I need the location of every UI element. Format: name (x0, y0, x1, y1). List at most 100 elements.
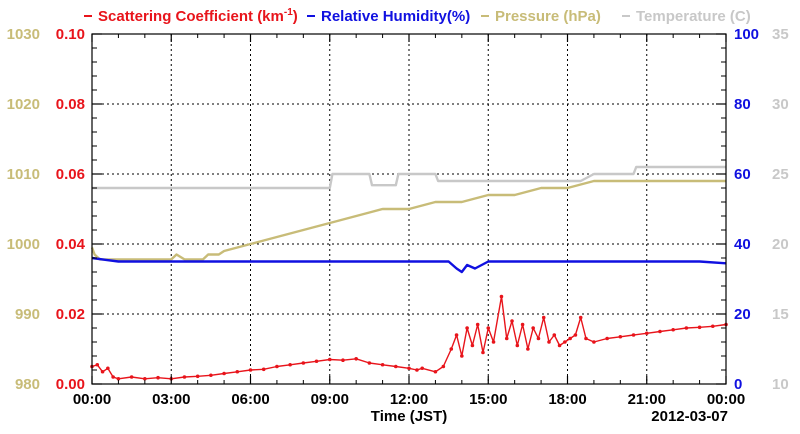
scattering-point (618, 334, 623, 339)
temperature-tick-label: 30 (772, 96, 789, 113)
scattering-tick-label: 0.00 (56, 376, 85, 393)
scattering-point (301, 361, 306, 365)
scattering-point (605, 336, 609, 341)
humidity-tick-label: 60 (734, 166, 751, 183)
scattering-point (129, 375, 134, 379)
scattering-point (584, 336, 588, 341)
scattering-point (454, 333, 459, 337)
humidity-tick-label: 40 (734, 236, 751, 253)
scattering-point (380, 362, 385, 367)
legend-label: Pressure (hPa) (495, 8, 601, 25)
scattering-point (526, 347, 530, 351)
x-tick-label: 15:00 (469, 391, 507, 408)
scattering-point (504, 336, 509, 341)
pressure-tick-label: 980 (15, 376, 40, 393)
scattering-point (261, 367, 266, 372)
legend-label-tail: ) (293, 8, 298, 25)
scattering-point (116, 376, 121, 381)
scattering-point (470, 343, 475, 348)
x-tick-label: 09:00 (311, 391, 349, 408)
scattering-point (248, 368, 253, 372)
scattering-point (367, 361, 372, 365)
scattering-point (491, 340, 496, 344)
scattering-point (710, 324, 715, 329)
temperature-tick-label: 15 (772, 306, 789, 323)
scattering-point (658, 329, 662, 334)
x-axis-label: Time (JST) (371, 408, 447, 425)
legend-label-superscript: -1 (284, 7, 293, 18)
scattering-point (644, 331, 649, 336)
scattering-point (393, 364, 398, 369)
pressure-tick-label: 990 (15, 306, 40, 323)
scattering-tick-label: 0.10 (56, 26, 85, 43)
scattering-point (449, 347, 454, 351)
temperature-tick-label: 20 (772, 236, 789, 253)
scattering-point (481, 350, 485, 355)
scattering-point (557, 343, 562, 348)
legend-label: Relative Humidity(%) (321, 8, 470, 25)
scattering-point (520, 322, 525, 327)
humidity-tick-label: 0 (734, 376, 742, 393)
scattering-point (475, 322, 480, 327)
scattering-point (341, 358, 345, 363)
scattering-point (552, 333, 557, 337)
x-tick-label: 00:00 (707, 391, 745, 408)
scattering-point (486, 326, 491, 330)
scattering-point (568, 336, 572, 341)
x-tick-label: 00:00 (73, 391, 111, 408)
x-tick-label: 18:00 (548, 391, 586, 408)
x-tick-label: 03:00 (152, 391, 190, 408)
temperature-tick-label: 35 (772, 26, 789, 43)
humidity-tick-label: 100 (734, 26, 759, 43)
scattering-point (531, 326, 535, 330)
axes: 00:00 03:00 06:00 09:00 12:00 15:00 18:00 21:00… (7, 26, 789, 408)
scattering-point (684, 326, 689, 330)
series-layer (90, 165, 728, 381)
scattering-point (536, 336, 541, 341)
scattering-point (547, 340, 551, 344)
humidity-tick-label: 80 (734, 96, 751, 113)
scattering-point (631, 333, 636, 337)
scattering-point (222, 371, 226, 376)
scattering-point (275, 364, 279, 369)
grid (92, 34, 726, 384)
scattering-point (288, 362, 292, 367)
series-line-temperature (92, 165, 726, 190)
scattering-point (95, 362, 100, 367)
series-line-humidity (91, 256, 727, 274)
scattering-point (592, 340, 596, 344)
temperature-tick-label: 10 (772, 376, 789, 393)
scattering-point (465, 326, 469, 330)
humidity-tick-label: 20 (734, 306, 751, 323)
x-tick-label: 06:00 (231, 391, 269, 408)
scattering-point (441, 364, 446, 369)
x-tick-label: 12:00 (390, 391, 428, 408)
scattering-point (195, 374, 200, 379)
scattering-point (578, 315, 583, 320)
scattering-point (354, 357, 358, 361)
scattering-point (156, 375, 160, 380)
scattering-point (420, 366, 425, 371)
pressure-tick-label: 1000 (7, 236, 40, 253)
scattering-point (235, 369, 240, 374)
scattering-tick-label: 0.04 (56, 236, 86, 253)
scattering-point (697, 325, 702, 330)
scattering-point (433, 369, 438, 374)
scattering-point (407, 366, 411, 371)
scattering-tick-label: 0.06 (56, 166, 85, 183)
scattering-point (499, 294, 504, 299)
series-line-pressure (90, 179, 726, 261)
scattering-point (563, 340, 567, 344)
pressure-tick-label: 1020 (7, 96, 40, 113)
pressure-tick-label: 1030 (7, 26, 40, 43)
scattering-point (111, 375, 115, 379)
scattering-tick-label: 0.02 (56, 306, 85, 323)
scattering-point (100, 369, 105, 374)
legend-label: Temperature (C) (636, 8, 751, 25)
scattering-point (671, 327, 675, 332)
scattering-point (106, 366, 110, 371)
pressure-tick-label: 1010 (7, 166, 40, 183)
scattering-point (314, 359, 319, 364)
scattering-point (515, 343, 520, 348)
